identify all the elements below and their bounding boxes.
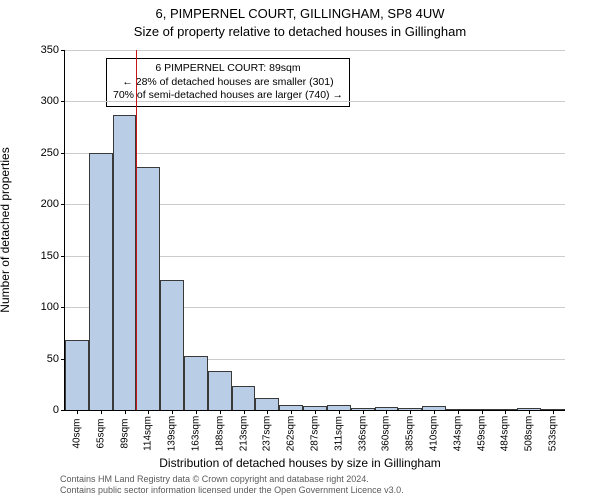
x-tick-mark <box>529 410 530 414</box>
x-tick-label: 40sqm <box>71 418 82 448</box>
annotation-box: 6 PIMPERNEL COURT: 89sqm ← 28% of detach… <box>106 58 350 107</box>
figure-root: 6, PIMPERNEL COURT, GILLINGHAM, SP8 4UW … <box>0 0 600 500</box>
x-tick-mark <box>220 410 221 414</box>
x-tick-label: 385sqm <box>405 416 416 452</box>
x-tick-mark <box>267 410 268 414</box>
plot-area: 6 PIMPERNEL COURT: 89sqm ← 28% of detach… <box>64 50 565 411</box>
y-tick-label: 150 <box>41 250 59 262</box>
x-tick-label: 336sqm <box>357 416 368 452</box>
x-tick-mark <box>434 410 435 414</box>
x-tick-label: 114sqm <box>143 416 154 451</box>
figure-title-line1: 6, PIMPERNEL COURT, GILLINGHAM, SP8 4UW <box>0 6 600 21</box>
x-tick-mark <box>196 410 197 414</box>
x-tick-label: 65sqm <box>95 418 106 448</box>
footer-line: Contains HM Land Registry data © Crown c… <box>60 474 404 485</box>
x-tick-label: 262sqm <box>286 416 297 452</box>
x-tick-label: 188sqm <box>214 416 225 452</box>
x-tick-label: 139sqm <box>167 416 178 452</box>
x-tick-mark <box>172 410 173 414</box>
x-tick-label: 287sqm <box>310 416 321 452</box>
x-tick-mark <box>101 410 102 414</box>
x-tick-mark <box>410 410 411 414</box>
histogram-bar <box>65 340 89 410</box>
y-tick-label: 350 <box>41 44 59 56</box>
histogram-bar <box>160 280 184 410</box>
x-tick-mark <box>244 410 245 414</box>
x-tick-label: 311sqm <box>333 416 344 451</box>
x-tick-label: 533sqm <box>548 416 559 452</box>
y-tick-label: 50 <box>47 353 59 365</box>
x-tick-mark <box>291 410 292 414</box>
histogram-bar <box>232 386 256 410</box>
x-tick-mark <box>505 410 506 414</box>
x-tick-label: 163sqm <box>190 416 201 452</box>
y-tick-label: 100 <box>41 301 59 313</box>
histogram-bar <box>184 356 208 411</box>
x-tick-label: 434sqm <box>452 416 463 452</box>
annotation-line: 6 PIMPERNEL COURT: 89sqm <box>113 62 343 76</box>
x-axis-label: Distribution of detached houses by size … <box>0 456 600 470</box>
histogram-bar <box>136 167 160 410</box>
x-tick-mark <box>339 410 340 414</box>
x-tick-mark <box>148 410 149 414</box>
x-tick-label: 213sqm <box>238 416 249 452</box>
x-tick-mark <box>482 410 483 414</box>
x-tick-mark <box>77 410 78 414</box>
y-tick-mark <box>61 410 65 411</box>
y-tick-mark <box>61 204 65 205</box>
y-tick-label: 200 <box>41 198 59 210</box>
y-tick-mark <box>61 256 65 257</box>
histogram-bar <box>89 153 113 410</box>
x-tick-mark <box>125 410 126 414</box>
figure-title-line2: Size of property relative to detached ho… <box>0 24 600 39</box>
y-tick-mark <box>61 101 65 102</box>
x-tick-label: 89sqm <box>119 418 130 448</box>
y-tick-mark <box>61 50 65 51</box>
footer-line: Contains public sector information licen… <box>60 485 404 496</box>
reference-line <box>136 50 137 410</box>
histogram-bar <box>208 371 232 410</box>
y-tick-mark <box>61 153 65 154</box>
footer-attribution: Contains HM Land Registry data © Crown c… <box>60 474 404 496</box>
x-tick-label: 484sqm <box>500 416 511 452</box>
annotation-line: ← 28% of detached houses are smaller (30… <box>113 76 343 90</box>
x-tick-mark <box>386 410 387 414</box>
y-tick-mark <box>61 307 65 308</box>
x-tick-mark <box>363 410 364 414</box>
y-axis-label: Number of detached properties <box>0 147 12 312</box>
x-tick-mark <box>553 410 554 414</box>
x-tick-label: 237sqm <box>262 416 273 452</box>
histogram-bar <box>113 115 137 410</box>
y-tick-label: 300 <box>41 95 59 107</box>
gridline <box>65 50 565 51</box>
gridline <box>65 153 565 154</box>
x-tick-mark <box>458 410 459 414</box>
gridline <box>65 101 565 102</box>
x-tick-mark <box>315 410 316 414</box>
histogram-bar <box>255 398 279 410</box>
x-tick-label: 360sqm <box>381 416 392 452</box>
x-tick-label: 508sqm <box>524 416 535 452</box>
y-tick-label: 250 <box>41 147 59 159</box>
x-tick-label: 410sqm <box>429 416 440 452</box>
y-tick-label: 0 <box>53 404 59 416</box>
x-tick-label: 459sqm <box>476 416 487 452</box>
